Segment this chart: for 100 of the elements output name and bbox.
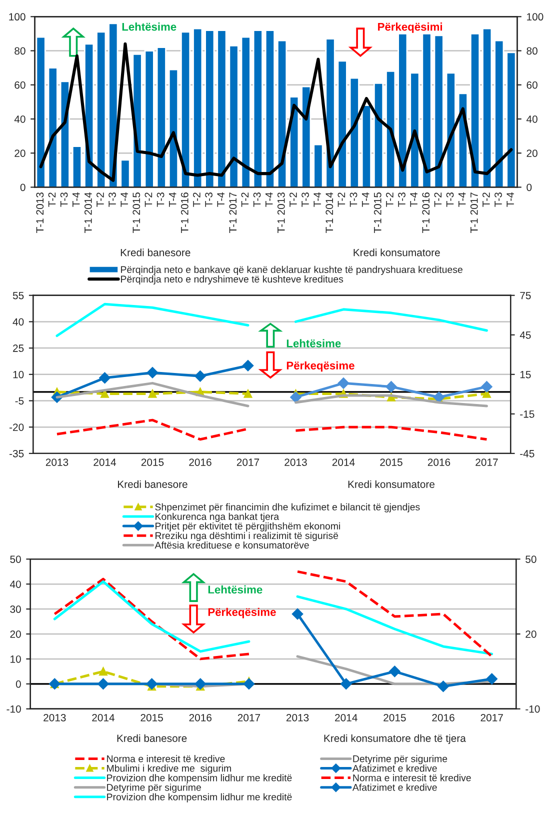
annotation: Përkeqësime: [286, 361, 354, 372]
x-tick-label: 2013: [284, 458, 307, 466]
x-tick-label: T-1 2013: [277, 192, 285, 233]
x-tick-label: T-4: [314, 192, 321, 207]
y-tick-label: 10: [10, 655, 21, 663]
y-tick-label: -20: [10, 424, 24, 431]
y-tick-label: 0: [20, 184, 26, 192]
x-tick-label: T-3: [302, 192, 309, 207]
x-tick-label: T-2: [241, 192, 249, 207]
x-tick-label: T-1 2013: [36, 192, 44, 233]
x-tick-label: 2017: [476, 458, 498, 466]
x-tick-label: T-2: [290, 192, 297, 207]
y2-tick-label: -45: [520, 450, 534, 458]
x-tick-label: T-4: [265, 192, 273, 207]
x-tick-label: T-1 2014: [84, 192, 92, 233]
annotation: Lehtësime: [208, 585, 262, 594]
x-tick-label: 2017: [238, 714, 260, 722]
x-tick-label: 2014: [335, 714, 358, 722]
y-tick-label: 40: [12, 318, 24, 326]
y2-tick-label: -10: [526, 705, 540, 713]
x-tick-label: T-1 2016: [422, 192, 430, 233]
x-tick-label: 2017: [480, 714, 503, 722]
y-tick-label: 0: [16, 680, 21, 688]
x-tick-label: T-4: [362, 192, 370, 207]
x-tick-label: T-4: [458, 192, 466, 207]
y-tick-label: 100: [9, 13, 26, 21]
legend-label: Përqindja neto e ndryshimeve të kushteve kreditues: [121, 275, 344, 284]
x-tick-label: 2015: [140, 714, 163, 722]
legend-label: Detyrime për sigurime: [107, 784, 201, 793]
text: Kredi banesore: [117, 734, 187, 742]
x-tick-label: T-3: [60, 192, 68, 207]
x-tick-label: T-3: [108, 192, 116, 207]
x-tick-label: T-3: [156, 192, 164, 207]
legend-label: Aftësia kredituese e konsumatorëve: [154, 541, 309, 549]
legend-label: Pritjet për ektivitet të përgjithshëm ekonomi: [156, 522, 340, 532]
y-tick-label: 40: [14, 115, 26, 123]
x-tick-label: T-3: [494, 192, 502, 207]
legend-label: Konkurenca nga bankat tjera: [156, 512, 280, 522]
x-tick-label: T-3: [205, 192, 212, 207]
x-tick-label: 2014: [92, 714, 115, 722]
text: Kredi konsumatore: [354, 248, 440, 256]
annotation: Përkeqësime: [208, 608, 276, 618]
legend-label: Afatizimet e kredive: [352, 764, 437, 772]
y2-tick-label: 15: [520, 371, 531, 378]
x-tick-label: T-1 2014: [326, 192, 334, 233]
x-tick-label: T-2: [338, 192, 346, 207]
x-tick-label: T-2: [482, 192, 490, 207]
x-tick-label: T-4: [506, 192, 514, 207]
x-tick-label: 2016: [428, 458, 450, 466]
x-tick-label: T-3: [398, 192, 406, 207]
y-tick-label: -35: [10, 450, 24, 458]
legend-label: Rreziku nga dështimi i realizimit të sigurisë: [156, 532, 338, 541]
x-tick-label: T-1 2017: [229, 192, 237, 233]
legend-label: Norma e interesit të kredive: [107, 755, 225, 762]
y-tick-label: 25: [13, 344, 24, 352]
y2-tick-label: 20: [526, 150, 538, 157]
x-tick-label: T-3: [253, 192, 261, 207]
x-tick-label: 2016: [432, 714, 454, 722]
x-tick-label: 2014: [332, 458, 355, 466]
x-tick-label: T-2: [193, 192, 200, 207]
y-tick-label: 80: [14, 47, 26, 55]
y-tick-label: 10: [13, 370, 24, 378]
x-tick-label: T-2: [434, 192, 442, 207]
x-tick-label: 2015: [380, 458, 402, 466]
x-tick-label: 2013: [286, 714, 309, 722]
x-tick-label: T-4: [410, 192, 418, 207]
y-tick-label: 50: [10, 556, 21, 563]
annotation: Lehtësime: [286, 339, 341, 348]
y2-tick-label: 60: [526, 81, 538, 89]
y-tick-label: 60: [14, 81, 26, 89]
x-tick-label: 2016: [189, 714, 212, 722]
legend-label: Shpenzimet për financimin dhe kufizimet e bilancit të gjendjes: [155, 503, 420, 512]
x-tick-label: T-2: [144, 192, 152, 207]
x-tick-label: T-2: [96, 192, 104, 207]
y-tick-label: 30: [10, 606, 21, 613]
text: Kredi konsumatore: [348, 480, 434, 488]
x-tick-label: 2016: [189, 458, 212, 466]
y-tick-label: 55: [12, 292, 24, 300]
y2-tick-label: 50: [526, 556, 536, 563]
y-tick-label: 40: [10, 580, 21, 588]
legend-label: Norma e interesit të kredive: [353, 774, 471, 782]
x-tick-label: T-4: [169, 192, 176, 207]
y2-tick-label: 40: [526, 115, 538, 123]
x-tick-label: T-2: [48, 192, 56, 207]
x-tick-label: 2013: [44, 714, 66, 722]
x-tick-label: T-1 2015: [132, 192, 140, 233]
x-tick-label: T-2: [386, 192, 394, 207]
annotation: Përkeqësimi: [378, 22, 442, 33]
x-tick-label: 2017: [236, 458, 260, 466]
x-tick-label: T-3: [446, 192, 454, 207]
x-tick-label: 2015: [141, 458, 164, 466]
legend-label: Përqindja neto e bankave që kanë deklaruar kushte të pandryshuara kredituese: [121, 266, 462, 275]
y2-tick-label: 80: [526, 47, 538, 55]
text: Kredi banesore: [120, 248, 190, 256]
x-tick-label: T-4: [217, 192, 224, 207]
y2-tick-label: 20: [526, 630, 536, 638]
y2-tick-label: 45: [520, 331, 531, 339]
text: Kredi konsumatore dhe të tjera: [324, 734, 466, 744]
y-tick-label: -5: [15, 397, 24, 405]
x-tick-label: 2015: [384, 714, 406, 722]
